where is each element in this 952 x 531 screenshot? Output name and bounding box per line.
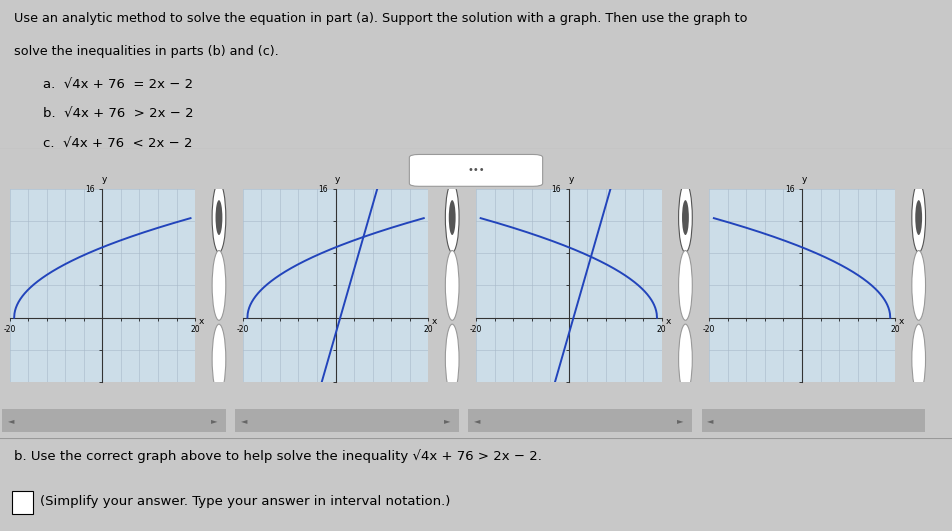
Text: y: y [568,175,574,184]
Text: ◄: ◄ [8,416,14,425]
Circle shape [912,183,925,252]
Text: •••: ••• [467,165,485,175]
Text: ►: ► [210,416,217,425]
Text: b. Use the correct graph above to help solve the inequality √4x + 76 > 2x − 2.: b. Use the correct graph above to help s… [14,449,542,463]
FancyBboxPatch shape [12,491,33,514]
Text: x: x [199,317,205,326]
Circle shape [446,183,459,252]
Text: ◄: ◄ [241,416,248,425]
Text: y: y [102,175,108,184]
Text: x: x [899,317,904,326]
Text: y: y [335,175,341,184]
Circle shape [912,324,925,394]
Text: (Simplify your answer. Type your answer in interval notation.): (Simplify your answer. Type your answer … [40,495,450,508]
Circle shape [215,200,223,235]
FancyBboxPatch shape [409,155,543,186]
Text: ◄: ◄ [707,416,714,425]
Circle shape [446,251,459,320]
Circle shape [212,324,226,394]
Text: ►: ► [677,416,684,425]
Text: Use an analytic method to solve the equation in part (a). Support the solution w: Use an analytic method to solve the equa… [14,12,747,25]
Text: x: x [665,317,671,326]
FancyBboxPatch shape [2,409,226,432]
Text: solve the inequalities in parts (b) and (c).: solve the inequalities in parts (b) and … [14,45,279,57]
Circle shape [912,251,925,320]
Text: b.  √4x + 76  > 2x − 2: b. √4x + 76 > 2x − 2 [43,107,193,120]
Text: y: y [802,175,807,184]
Circle shape [679,251,692,320]
FancyBboxPatch shape [702,409,925,432]
Circle shape [212,251,226,320]
Circle shape [679,324,692,394]
FancyBboxPatch shape [235,409,459,432]
Circle shape [915,200,922,235]
Circle shape [679,183,692,252]
Circle shape [446,324,459,394]
Text: a.  √4x + 76  = 2x − 2: a. √4x + 76 = 2x − 2 [43,78,193,90]
Text: x: x [432,317,438,326]
Circle shape [212,183,226,252]
FancyBboxPatch shape [468,409,692,432]
Text: ◄: ◄ [474,416,481,425]
Circle shape [682,200,689,235]
Circle shape [448,200,456,235]
Text: ►: ► [444,416,450,425]
Text: c.  √4x + 76  < 2x − 2: c. √4x + 76 < 2x − 2 [43,137,192,150]
